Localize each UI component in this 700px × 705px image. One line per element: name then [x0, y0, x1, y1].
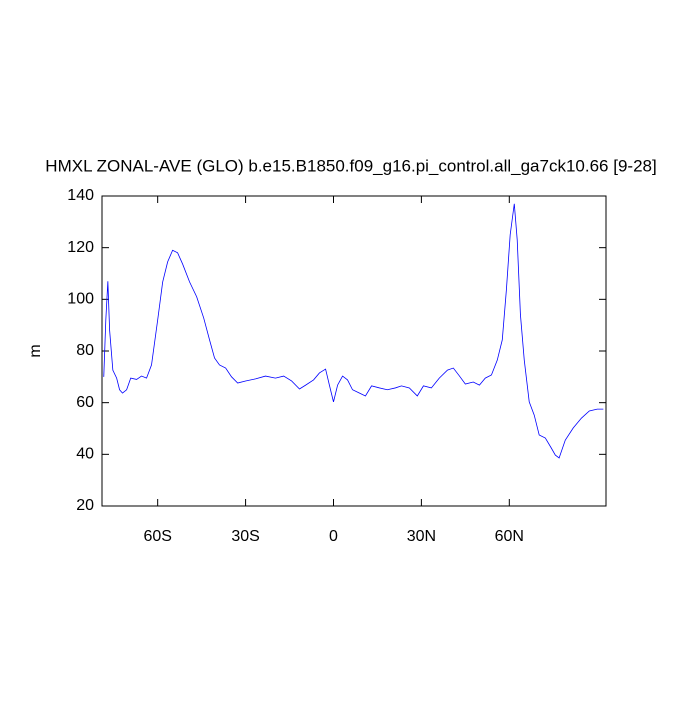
y-tick-label: 120 — [67, 239, 94, 256]
y-tick-label: 40 — [76, 446, 94, 463]
x-tick-label: 0 — [329, 528, 338, 545]
chart-title: HMXL ZONAL-AVE (GLO) b.e15.B1850.f09_g16… — [45, 156, 656, 175]
x-tick-label: 60S — [143, 528, 171, 545]
y-tick-label: 100 — [67, 291, 94, 308]
y-tick-label: 80 — [76, 342, 94, 359]
y-tick-label: 60 — [76, 394, 94, 411]
x-tick-label: 60N — [495, 528, 524, 545]
y-tick-label: 140 — [67, 187, 94, 204]
y-axis-label: m — [27, 344, 44, 357]
x-tick-label: 30N — [407, 528, 436, 545]
x-tick-label: 30S — [231, 528, 259, 545]
y-tick-label: 20 — [76, 497, 94, 514]
plot-frame — [101, 195, 607, 507]
data-line — [103, 203, 604, 459]
